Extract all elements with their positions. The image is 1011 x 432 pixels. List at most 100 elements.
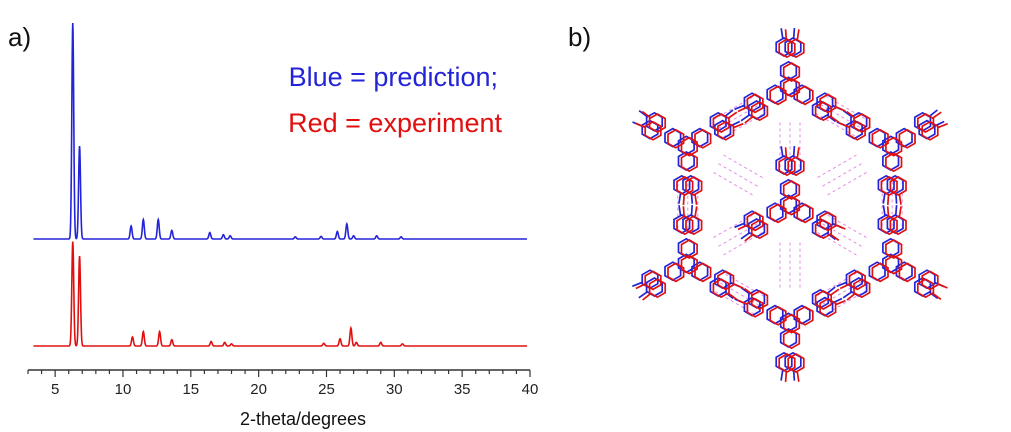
hydrogen-bond: [820, 163, 862, 188]
aromatic-ring: [648, 113, 667, 133]
aromatic-ring: [848, 270, 866, 291]
substituent-bond: [743, 287, 754, 296]
substituent-bond: [938, 122, 949, 129]
aromatic-ring: [885, 254, 903, 275]
aromatic-ring: [880, 176, 898, 196]
substituent-bond: [780, 146, 784, 157]
substituent-bond: [882, 205, 886, 216]
aromatic-ring: [814, 290, 833, 310]
substituent-bond: [784, 147, 788, 158]
substituent-bond: [690, 193, 694, 204]
substituent-bond: [744, 116, 754, 124]
aromatic-ring: [667, 128, 685, 149]
substituent-bond: [835, 106, 846, 112]
hydrogen-bond: [723, 154, 765, 180]
aromatic-ring: [680, 239, 698, 259]
substituent-bond: [631, 281, 642, 288]
aromatic-ring: [746, 297, 764, 318]
substituent-bond: [792, 28, 796, 39]
hydrogen-bond: [718, 222, 760, 247]
substituent-bond: [728, 111, 738, 119]
aromatic-ring: [796, 203, 814, 224]
hydrogen-bond: [723, 230, 765, 256]
aromatic-ring: [782, 62, 801, 82]
aromatic-ring: [778, 156, 796, 177]
hydrogen-bond: [815, 154, 857, 180]
hydrogen-bond: [815, 230, 857, 256]
aromatic-ring: [898, 128, 916, 149]
substituent-bond: [635, 283, 646, 290]
aromatic-ring: [717, 120, 735, 141]
substituent-bond: [740, 114, 750, 122]
crystal-structure-overlay: [631, 28, 949, 382]
aromatic-ring: [796, 85, 814, 106]
x-axis-ticks: 5 10 15 20 25 30 35 40: [27, 370, 538, 398]
substituent-bond: [694, 194, 698, 205]
substituent-bond: [792, 146, 796, 157]
aromatic-ring: [889, 176, 907, 196]
aromatic-ring: [694, 262, 712, 283]
substituent-bond: [839, 283, 850, 290]
aromatic-ring: [880, 215, 898, 236]
experimental-structure: [635, 29, 949, 382]
aromatic-ring: [694, 128, 712, 149]
aromatic-ring: [871, 262, 889, 283]
substituent-bond: [641, 110, 651, 119]
hydrogen-bond: [825, 213, 867, 239]
aromatic-ring: [796, 305, 814, 326]
substituent-bond: [728, 292, 738, 300]
aromatic-ring: [871, 128, 889, 149]
substituent-bond: [733, 283, 744, 289]
substituent-bond: [642, 293, 651, 301]
panel-b-label: b): [568, 22, 591, 52]
substituent-bond: [894, 205, 898, 216]
substituent-bond: [830, 233, 840, 241]
aromatic-ring: [787, 353, 805, 373]
aromatic-ring: [667, 262, 685, 283]
aromatic-ring: [787, 38, 805, 59]
aromatic-ring: [712, 278, 730, 299]
aromatic-ring: [898, 262, 916, 283]
substituent-bond: [796, 147, 800, 158]
substituent-bond: [830, 288, 840, 296]
substituent-bond: [638, 110, 648, 118]
hydrogen-bond: [825, 171, 867, 197]
aromatic-ring: [769, 305, 787, 326]
substituent-bond: [724, 109, 734, 117]
aromatic-ring: [848, 120, 866, 141]
aromatic-ring: [676, 176, 694, 196]
substituent-bond: [846, 110, 856, 119]
aromatic-ring: [782, 329, 801, 350]
substituent-bond: [784, 29, 788, 40]
aromatic-ring: [814, 219, 833, 240]
hydrogen-bond: [820, 222, 862, 247]
aromatic-ring: [819, 211, 837, 232]
substituent-bond: [690, 205, 694, 216]
spectra-plot: [33, 22, 528, 347]
panel-b: b): [568, 22, 949, 382]
substituent-bond: [937, 283, 948, 289]
substituent-bond: [932, 292, 942, 300]
substituent-bond: [932, 111, 942, 119]
substituent-bond: [780, 28, 784, 39]
substituent-bond: [830, 115, 840, 123]
substituent-bond: [737, 224, 748, 231]
substituent-bond: [780, 370, 784, 381]
aromatic-ring: [676, 215, 694, 236]
x-tick-label: 20: [250, 381, 267, 398]
aromatic-ring: [782, 313, 801, 334]
experiment-trace: [33, 241, 528, 347]
substituent-bond: [784, 371, 788, 382]
x-tick-label: 10: [115, 381, 132, 398]
substituent-bond: [635, 122, 646, 128]
substituent-bond: [839, 122, 850, 128]
aromatic-ring: [769, 203, 787, 224]
aromatic-ring: [814, 101, 833, 122]
substituent-bond: [740, 232, 750, 240]
aromatic-ring: [685, 176, 703, 196]
aromatic-ring: [885, 136, 903, 157]
substituent-bond: [792, 370, 796, 381]
substituent-bond: [846, 293, 856, 301]
aromatic-ring: [889, 215, 907, 236]
